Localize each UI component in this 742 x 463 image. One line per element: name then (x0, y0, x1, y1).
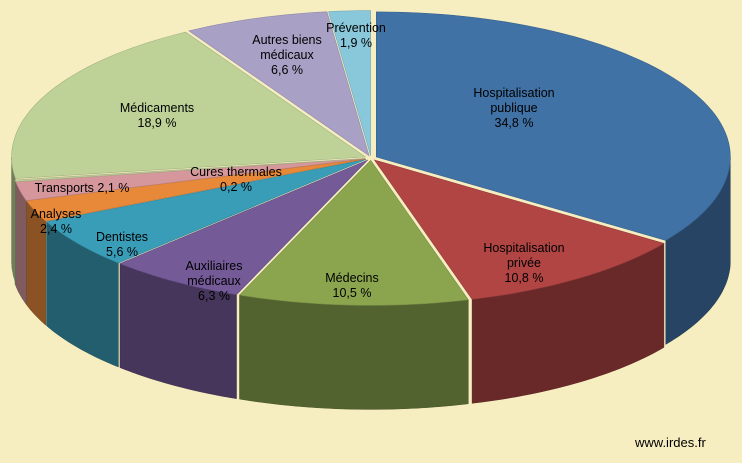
slice-label-hospitalisation-privee: Hospitalisation privée 10,8 % (483, 241, 564, 285)
pie-sides (11, 156, 731, 410)
credit-text: www.irdes.fr (634, 435, 706, 450)
slice-label-line: Hospitalisation (483, 241, 564, 255)
pie-slice-cures-thermales (14, 158, 366, 183)
pie-tops (11, 10, 731, 306)
slice-label-dentistes: Dentistes 5,6 % (96, 230, 148, 259)
pie-slice-hospitalisation-privee (373, 159, 665, 300)
pie-slice-autres-biens-medicaux (188, 11, 370, 157)
slice-label-line: 6,3 % (198, 289, 230, 303)
pie-slice-transports (15, 158, 366, 201)
slice-label-line: Dentistes (96, 230, 148, 244)
slice-label-line: 10,8 % (505, 271, 544, 285)
pie-slice-auxiliaires-medicaux (119, 159, 368, 296)
pie-slice-prevention (328, 10, 371, 156)
slice-label-line: Analyses (31, 207, 82, 221)
slice-label-line: Auxiliaires (186, 259, 243, 273)
pie-labels: Hospitalisation publique 34,8 %Hospitalisa… (31, 21, 565, 303)
pie-slice-analyses (25, 158, 366, 222)
pie-slice-dentistes (45, 159, 367, 264)
slice-label-line: Cures thermales (190, 165, 282, 179)
slice-label-hospitalisation-publique: Hospitalisation publique 34,8 % (473, 86, 554, 130)
slice-label-line: Médicaments (120, 101, 194, 115)
slice-label-line: 2,4 % (40, 222, 72, 236)
slice-label-line: 10,5 % (333, 286, 372, 300)
pie-slice-medecins (238, 159, 469, 306)
slice-label-line: Médecins (325, 271, 379, 285)
pie-side-medecins (239, 294, 469, 410)
slice-label-line: publique (490, 101, 537, 115)
slice-label-line: 6,6 % (271, 63, 303, 77)
slice-label-transports: Transports 2,1 % (35, 181, 130, 195)
slice-label-line: 5,6 % (106, 245, 138, 259)
slice-label-line: 18,9 % (138, 116, 177, 130)
slice-label-analyses: Analyses 2,4 % (31, 207, 82, 236)
slice-label-prevention: Prévention 1,9 % (326, 21, 386, 50)
pie-slice-medicaments (11, 31, 367, 179)
slice-label-cures-thermales: Cures thermales 0,2 % (190, 165, 282, 194)
slice-label-line: Prévention (326, 21, 386, 35)
slice-label-auxiliaires-medicaux: Auxiliaires médicaux 6,3 % (186, 259, 243, 303)
slice-label-line: médicaux (260, 48, 314, 62)
pie-side-transports (15, 181, 27, 306)
slice-label-line: médicaux (187, 274, 241, 288)
slice-label-line: Transports 2,1 % (35, 181, 130, 195)
slice-label-line: Autres biens (252, 33, 321, 47)
slice-label-line: privée (507, 256, 541, 270)
slice-label-line: 34,8 % (495, 116, 534, 130)
slice-label-line: 1,9 % (340, 36, 372, 50)
slice-label-medicaments: Médicaments 18,9 % (120, 101, 194, 130)
slice-label-autres-biens-medicaux: Autres biens médicaux 6,6 % (252, 33, 321, 77)
slice-label-line: 0,2 % (220, 180, 252, 194)
slice-label-medecins: Médecins 10,5 % (325, 271, 379, 300)
slice-label-line: Hospitalisation (473, 86, 554, 100)
pie-slice-hospitalisation-publique (376, 11, 731, 241)
